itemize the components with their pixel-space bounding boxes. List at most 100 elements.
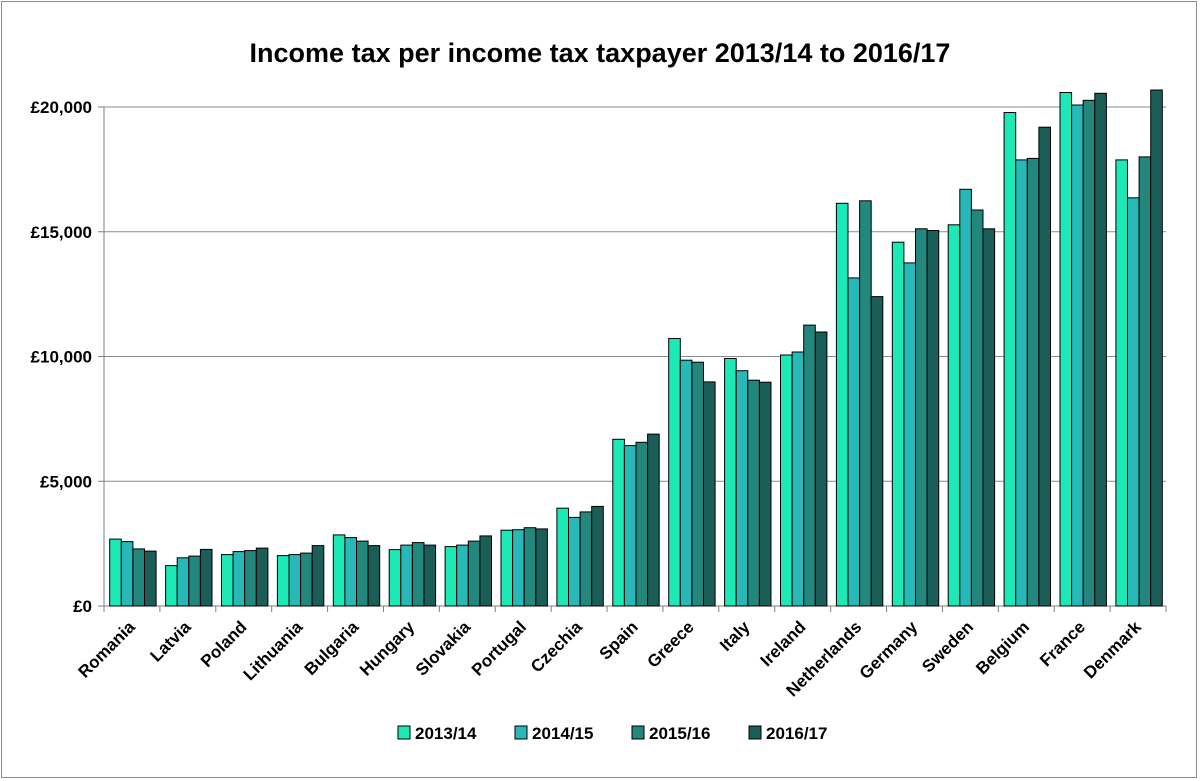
legend-label: 2016/17 xyxy=(766,724,827,743)
y-tick-label: £5,000 xyxy=(40,472,92,491)
bar-italy-2015-16 xyxy=(747,379,760,607)
bar-denmark-2014-15 xyxy=(1127,197,1140,607)
bar-poland-2014-15 xyxy=(232,551,246,607)
bar-hungary-2015-16 xyxy=(411,542,425,607)
x-tick-label: Romania xyxy=(75,617,140,682)
bar-portugal-2016-17 xyxy=(535,528,548,607)
bar-greece-2016-17 xyxy=(703,381,716,607)
bar-czechia-2015-16 xyxy=(579,511,593,607)
legend-swatch xyxy=(514,725,528,740)
bar-lithuania-2014-15 xyxy=(288,554,302,607)
bar-bulgaria-2014-15 xyxy=(344,537,357,607)
x-tick-label: Lithuania xyxy=(240,617,307,684)
bar-belgium-2016-17 xyxy=(1038,126,1052,607)
bar-ireland-2013-14 xyxy=(780,354,793,607)
bars xyxy=(109,89,1163,607)
bar-denmark-2013-14 xyxy=(1115,159,1129,607)
bar-spain-2013-14 xyxy=(612,438,625,607)
bar-bulgaria-2016-17 xyxy=(367,545,381,607)
bar-italy-2016-17 xyxy=(758,381,772,607)
x-tick-label: Hungary xyxy=(356,617,419,680)
bar-ireland-2015-16 xyxy=(803,324,816,607)
bar-netherlands-2013-14 xyxy=(835,202,849,607)
x-tick-label: Italy xyxy=(716,617,754,655)
bar-netherlands-2016-17 xyxy=(870,296,884,607)
bar-hungary-2013-14 xyxy=(388,549,402,607)
x-tick-label: Greece xyxy=(644,617,698,671)
bar-france-2015-16 xyxy=(1082,99,1096,607)
x-tick-label: Slovakia xyxy=(412,617,475,680)
x-tick-label: Bulgaria xyxy=(301,617,363,679)
legend-swatch xyxy=(748,725,762,740)
bar-italy-2014-15 xyxy=(735,370,749,607)
bar-lithuania-2013-14 xyxy=(276,555,290,607)
bar-ireland-2016-17 xyxy=(814,331,828,607)
y-axis-ticks: £0 £5,000 £10,000 £15,000 £20,000 xyxy=(31,98,92,616)
legend-label: 2015/16 xyxy=(649,724,710,743)
y-tick-label: £0 xyxy=(73,597,92,616)
x-tick-label: Denmark xyxy=(1080,617,1145,682)
bar-latvia-2016-17 xyxy=(199,548,213,607)
legend-label: 2014/15 xyxy=(532,724,593,743)
bar-poland-2013-14 xyxy=(221,554,234,607)
bar-spain-2016-17 xyxy=(647,433,660,607)
bar-belgium-2013-14 xyxy=(1003,112,1017,607)
bar-portugal-2014-15 xyxy=(512,529,525,607)
bar-czechia-2016-17 xyxy=(591,505,604,607)
legend: 2013/14 2014/15 2015/16 2016/17 xyxy=(397,724,827,743)
bar-latvia-2014-15 xyxy=(176,557,190,607)
x-tick-label: Sweden xyxy=(918,617,977,676)
bar-greece-2015-16 xyxy=(691,361,705,607)
chart-title: Income tax per income tax taxpayer 2013/… xyxy=(250,38,951,68)
y-tick-label: £15,000 xyxy=(31,223,92,242)
bar-latvia-2015-16 xyxy=(188,555,201,607)
bar-belgium-2015-16 xyxy=(1026,157,1040,607)
bar-sweden-2013-14 xyxy=(947,224,961,607)
bar-portugal-2015-16 xyxy=(523,527,537,607)
bar-greece-2014-15 xyxy=(679,359,693,607)
x-tick-label: Germany xyxy=(856,617,922,683)
bar-romania-2013-14 xyxy=(109,538,122,607)
legend-swatch xyxy=(397,725,411,740)
x-axis-ticks: Romania Latvia PolandLithuaniaBulgariaHung… xyxy=(75,617,1146,700)
bar-slovakia-2013-14 xyxy=(444,546,458,607)
bar-bulgaria-2015-16 xyxy=(356,540,369,607)
x-tick-label: France xyxy=(1036,617,1089,670)
bar-slovakia-2015-16 xyxy=(467,540,481,607)
bar-germany-2014-15 xyxy=(903,262,917,607)
legend-label: 2013/14 xyxy=(415,724,477,743)
bar-czechia-2013-14 xyxy=(556,507,570,607)
bar-romania-2016-17 xyxy=(144,550,157,607)
bar-bulgaria-2013-14 xyxy=(332,534,346,607)
bar-hungary-2014-15 xyxy=(400,544,413,607)
bar-germany-2013-14 xyxy=(891,241,905,607)
bar-slovakia-2014-15 xyxy=(456,544,469,607)
x-tick-label: Portugal xyxy=(468,617,530,679)
bar-germany-2015-16 xyxy=(915,228,928,607)
bar-belgium-2014-15 xyxy=(1015,159,1028,607)
y-tick-label: £20,000 xyxy=(31,98,92,117)
bar-germany-2016-17 xyxy=(926,230,940,607)
bar-lithuania-2016-17 xyxy=(311,545,325,607)
x-tick-label: Belgium xyxy=(972,617,1033,678)
bar-poland-2015-16 xyxy=(244,550,257,607)
x-tick-label: Ireland xyxy=(757,617,810,670)
y-tick-label: £10,000 xyxy=(31,348,92,367)
bar-spain-2015-16 xyxy=(635,441,649,607)
x-tick-label: Poland xyxy=(197,617,251,671)
bar-france-2013-14 xyxy=(1059,92,1073,607)
bar-lithuania-2015-16 xyxy=(300,552,313,607)
legend-swatch xyxy=(631,725,645,740)
bar-spain-2014-15 xyxy=(623,445,637,607)
bar-denmark-2016-17 xyxy=(1150,89,1163,607)
bar-sweden-2016-17 xyxy=(982,228,996,607)
bar-czechia-2014-15 xyxy=(568,516,581,607)
bar-hungary-2016-17 xyxy=(423,544,437,607)
x-tick-label: Czechia xyxy=(527,617,586,676)
bar-sweden-2014-15 xyxy=(959,188,972,607)
bar-sweden-2015-16 xyxy=(970,209,984,607)
bar-poland-2016-17 xyxy=(255,547,269,607)
x-tick-label: Latvia xyxy=(146,617,195,666)
